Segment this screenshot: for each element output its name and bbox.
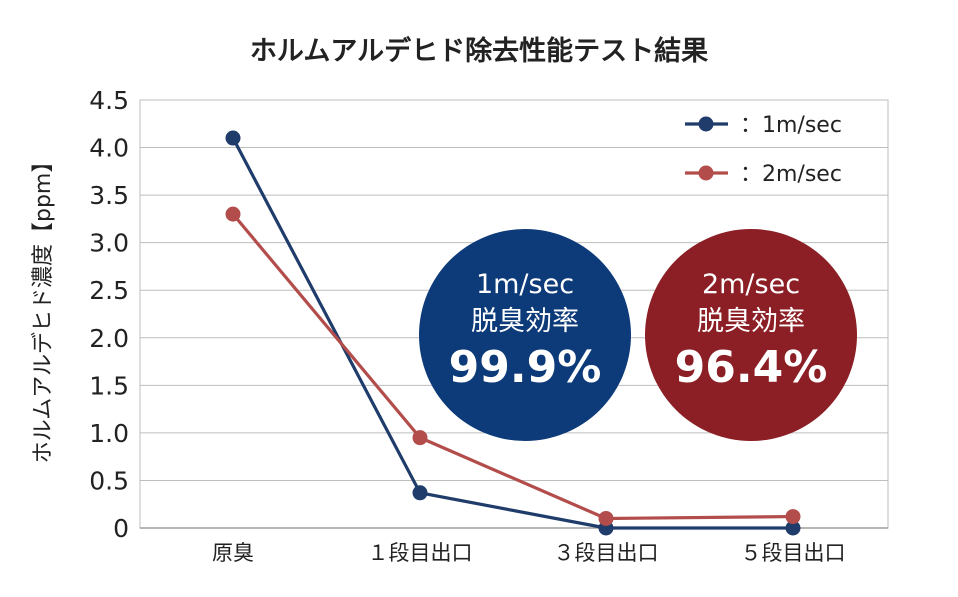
efficiency-badge: [645, 229, 857, 441]
x-tick-label: ３段目出口: [554, 541, 659, 565]
badge-label: 脱臭効率: [697, 306, 805, 337]
legend-label: ：2m/sec: [740, 162, 842, 187]
y-axis-label: ホルムアルデヒド濃度【ppm】: [31, 151, 56, 464]
series-line-2: [231, 213, 794, 521]
y-tick-label: 3.0: [89, 229, 129, 258]
y-tick-label: 0.5: [89, 466, 129, 495]
x-tick-label: 原臭: [212, 541, 254, 565]
x-tick-label: ５段目出口: [741, 541, 846, 565]
y-tick-label: 4.0: [89, 134, 129, 163]
data-point: [785, 509, 801, 525]
chart-title: ホルムアルデヒド除去性能テスト結果: [250, 35, 708, 67]
legend-marker: [698, 165, 714, 181]
badge-speed: 2m/sec: [702, 269, 800, 300]
badge-label: 脱臭効率: [471, 306, 579, 337]
data-point: [225, 130, 241, 146]
data-point: [412, 485, 428, 501]
y-tick-label: 1.5: [89, 371, 129, 400]
y-tick-label: 1.0: [89, 419, 129, 448]
data-point: [412, 430, 428, 446]
badge-value: 96.4%: [675, 342, 828, 393]
legend-marker: [698, 116, 714, 132]
y-tick-label: 0: [113, 514, 129, 543]
axis-layer: 0 0.5 1.0 1.5 2.0 2.5 3.0 3.5 4.0 4.5 原臭 １段目出口 ３段目出口…: [89, 86, 888, 565]
data-point: [598, 510, 614, 526]
y-tick-label: 2.0: [89, 324, 129, 353]
badge-speed: 1m/sec: [476, 269, 574, 300]
series-layer: [225, 130, 801, 536]
y-tick-label: 2.5: [89, 276, 129, 305]
y-tick-label: 4.5: [89, 86, 129, 115]
data-point: [225, 206, 241, 222]
data-point: [785, 520, 801, 536]
badge-value: 99.9%: [449, 342, 602, 393]
legend-label: ：1m/sec: [740, 113, 842, 138]
x-tick-label: １段目出口: [368, 541, 473, 565]
legend: ：1m/sec ：2m/sec: [685, 113, 842, 187]
efficiency-badge: [419, 229, 631, 441]
badge-layer: 1m/sec 脱臭効率 99.9% 2m/sec 脱臭効率 96.4%: [419, 229, 857, 441]
series-line-1: [231, 137, 793, 530]
y-tick-label: 3.5: [89, 181, 129, 210]
